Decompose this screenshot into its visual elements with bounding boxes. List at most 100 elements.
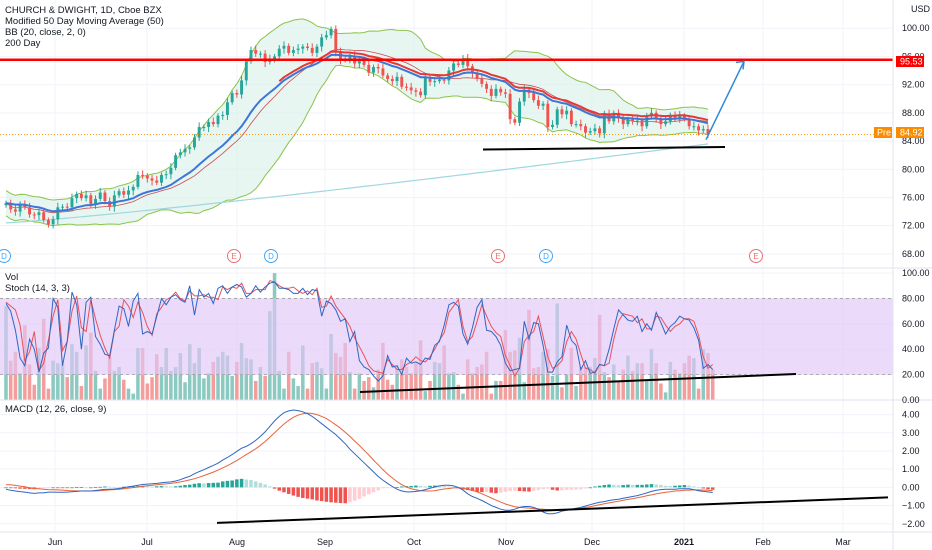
macd-histogram-bar (93, 487, 98, 489)
volume-bar (399, 359, 404, 400)
macd-histogram-bar (409, 485, 413, 488)
candle (192, 134, 196, 150)
macd-histogram-bar (169, 486, 173, 488)
candle (617, 109, 620, 123)
candle-body (79, 193, 83, 199)
macd-histogram-bar (701, 487, 706, 489)
candle-body (423, 77, 427, 96)
candle-body (461, 58, 465, 65)
candle-body (141, 174, 145, 176)
candle-body (164, 174, 168, 176)
macd-histogram-bar (154, 486, 159, 488)
volume-bar (117, 367, 121, 400)
macd-histogram-bar (626, 484, 630, 488)
candle-body (150, 178, 154, 181)
macd-histogram-bar (79, 487, 84, 488)
volume-bar (668, 361, 673, 400)
candle-body (46, 220, 50, 225)
macd-histogram-bar (593, 486, 597, 488)
candle-body (9, 203, 13, 210)
volume-bar (357, 373, 362, 400)
candle (489, 85, 493, 101)
stoch-band (0, 298, 893, 375)
volume-bar (635, 363, 640, 400)
candle (122, 187, 126, 198)
macd-histogram-bar (56, 487, 60, 489)
volume-bar (277, 370, 282, 400)
candle (13, 204, 17, 216)
candle-body (296, 48, 300, 51)
time-axis-label: Aug (229, 537, 245, 547)
macd-histogram-bar (621, 485, 625, 488)
volume-bar (484, 351, 489, 400)
volume-bar (244, 358, 249, 400)
macd-histogram-bar (197, 483, 201, 488)
event-marker-earnings (749, 249, 763, 263)
candle (225, 97, 229, 120)
time-axis-label: Mar (835, 537, 851, 547)
macd-histogram-bar (531, 487, 536, 491)
volume-bar (465, 359, 470, 400)
time-axis-label: 2021 (674, 537, 694, 547)
price-tick-label: 76.00 (902, 192, 925, 202)
volume-bar (13, 351, 18, 400)
volume-bar (663, 392, 668, 400)
candle (98, 187, 102, 202)
macd-histogram-bar (23, 487, 27, 489)
volume-bar (593, 358, 597, 400)
volume-bar (536, 367, 541, 400)
macd-histogram-bar (263, 484, 267, 488)
candle (244, 58, 248, 86)
candle-body (617, 112, 620, 119)
volume-bar (249, 359, 253, 400)
macd-histogram-bar (494, 487, 498, 494)
candle-body (598, 128, 602, 134)
volume-bar (480, 364, 484, 400)
macd-histogram-bar (541, 487, 545, 490)
volume-bar (550, 375, 555, 400)
candle-body (84, 195, 88, 199)
event-marker-glyph: E (495, 252, 500, 261)
macd-histogram-bar (206, 483, 211, 488)
candle (160, 172, 163, 186)
macd-histogram-bar (659, 485, 663, 488)
candle (174, 152, 178, 171)
candle (235, 89, 239, 98)
candle-body (98, 192, 102, 199)
macd-histogram-bar (428, 485, 432, 488)
candle (207, 118, 211, 132)
chart-title: CHURCH & DWIGHT, 1D, Cboe BZX (5, 5, 162, 16)
candle (409, 82, 413, 95)
macd-histogram-bar (414, 485, 418, 488)
candle (565, 106, 569, 120)
candle-body (287, 45, 291, 53)
volume-bar (169, 370, 173, 400)
candle-body (310, 47, 314, 53)
macd-histogram-bar (324, 487, 329, 502)
candle-body (659, 118, 663, 125)
candle (475, 69, 479, 82)
macd-histogram-bar (560, 487, 564, 491)
candle-body (635, 120, 639, 122)
volume-bar (461, 393, 465, 400)
candle-body (277, 48, 281, 57)
candle-body (221, 114, 225, 116)
volume-bar (522, 382, 527, 400)
macd-tick-label: 1.00 (902, 464, 920, 474)
candle (306, 43, 309, 51)
macd-histogram-bar (508, 487, 512, 492)
candle-body (65, 206, 69, 208)
volume-bar (305, 388, 310, 400)
candle (602, 110, 606, 139)
candle (390, 75, 394, 86)
macd-histogram-bar (677, 485, 682, 488)
candle-body (640, 120, 644, 127)
candle-body (405, 86, 408, 88)
candle-body (4, 203, 8, 206)
candle-body (697, 126, 701, 131)
macd-trendline (216, 496, 889, 524)
stoch-tick-label: 40.00 (902, 344, 925, 354)
candle-body (376, 67, 380, 69)
candle-body (574, 124, 578, 126)
volume-bar (673, 369, 677, 400)
